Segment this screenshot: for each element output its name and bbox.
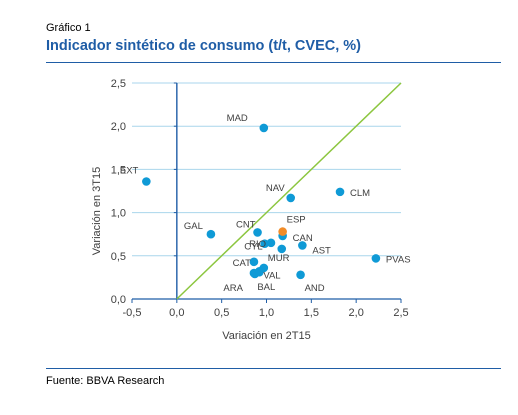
reference-line-y-equals-x [176, 82, 402, 300]
point-label-clm: CLM [350, 188, 370, 199]
data-point-cyl [260, 239, 270, 249]
data-point-gal [206, 229, 216, 239]
point-label-cyl: CYL [244, 242, 262, 253]
chart-title: Indicador sintético de consumo (t/t, CVE… [46, 38, 361, 54]
y-tick-label: 2,5 [111, 78, 126, 90]
data-point-clm [335, 187, 345, 197]
footer-divider [46, 368, 501, 369]
point-label-ext: EXT [120, 165, 139, 176]
point-label-rio: RIO [249, 239, 266, 250]
data-point-cat [249, 257, 259, 267]
data-point-esp [278, 227, 287, 236]
y-tick-label: 1,5 [111, 164, 126, 176]
point-label-bal: BAL [257, 282, 275, 293]
point-label-mad: MAD [227, 113, 248, 124]
x-tick-label: 0,0 [169, 307, 184, 319]
y-tick-label: 0,0 [111, 294, 126, 306]
data-point-ast [298, 241, 307, 250]
data-point-bal [255, 267, 264, 277]
x-tick-label: 2,5 [393, 307, 408, 319]
x-tick-label: 1,0 [259, 307, 274, 319]
x-tick-label: 0,5 [214, 307, 229, 319]
y-axis-label: Variación en 3T15 [91, 167, 103, 255]
data-point-rio [266, 238, 276, 248]
point-label-val: VAL [263, 270, 280, 281]
point-label-gal: GAL [184, 221, 203, 232]
data-point-nav [286, 193, 296, 203]
point-label-esp: ESP [287, 215, 306, 226]
x-tick-label: 1,5 [304, 307, 319, 319]
data-point-ext [142, 177, 151, 186]
point-label-cat: CAT [233, 258, 251, 269]
title-divider [46, 62, 501, 63]
data-point [277, 244, 287, 254]
data-point-pvas [371, 254, 381, 263]
data-point-mad [259, 123, 269, 133]
x-axis-label: Variación en 2T15 [222, 330, 310, 342]
point-label-ast: AST [312, 245, 331, 256]
y-tick-label: 2,0 [111, 121, 126, 133]
point-label-nav: NAV [266, 183, 285, 194]
point-label-and: AND [305, 283, 325, 294]
point-label-pvas: PVAS [386, 254, 411, 265]
y-tick-label: 0,5 [111, 251, 126, 263]
source-note: Fuente: BBVA Research [46, 375, 165, 387]
point-label-can: CAN [293, 233, 313, 244]
y-tick-label: 1,0 [111, 208, 126, 220]
x-tick-label: 2,0 [349, 307, 364, 319]
point-label-ara: ARA [223, 283, 243, 294]
point-label-mur: MUR [268, 253, 290, 264]
data-point-cnt [253, 228, 262, 237]
data-point-and [296, 270, 305, 280]
point-label-cnt: CNT [236, 219, 256, 230]
figure-number: Gráfico 1 [46, 22, 91, 34]
x-tick-label: -0,5 [123, 307, 142, 319]
